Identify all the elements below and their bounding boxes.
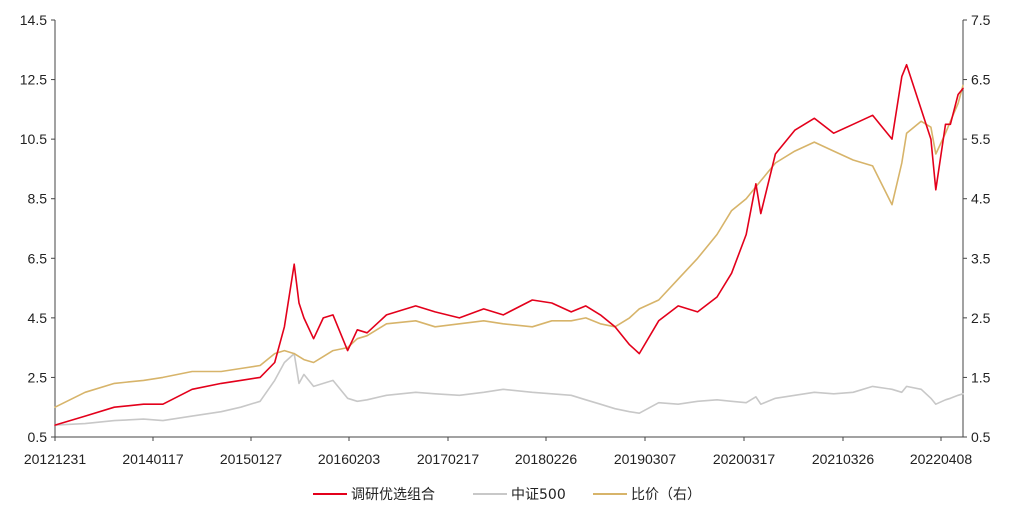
x-tick-label: 20121231 <box>24 451 87 467</box>
legend-label: 比价（右） <box>631 487 701 503</box>
right-y-tick-label: 0.5 <box>971 429 991 445</box>
chart-axes: 0.5 2.5 4.5 6.5 8.5 10.5 12.5 14.5 0.5 1.5 2.5 3.5 4… <box>20 12 991 467</box>
left-y-tick-label: 0.5 <box>28 429 48 445</box>
x-tick-label: 20190307 <box>614 451 677 467</box>
right-y-tick-label: 2.5 <box>971 310 991 326</box>
series-line-2 <box>54 84 964 409</box>
left-y-tick-label: 14.5 <box>20 12 47 28</box>
left-y-tick-label: 8.5 <box>28 191 48 207</box>
right-y-tick-label: 1.5 <box>971 369 991 385</box>
series-line-1 <box>54 352 964 426</box>
x-tick-label: 20160203 <box>318 451 381 467</box>
legend-label: 调研优选组合 <box>351 487 435 503</box>
right-y-tick-label: 7.5 <box>971 12 991 28</box>
left-y-tick-label: 6.5 <box>28 250 48 266</box>
right-y-tick-label: 3.5 <box>971 250 991 266</box>
right-y-tick-label: 5.5 <box>971 131 991 147</box>
left-y-tick-label: 2.5 <box>28 369 48 385</box>
x-tick-label: 20180226 <box>515 451 578 467</box>
x-tick-label: 20150127 <box>220 451 283 467</box>
left-y-tick-label: 4.5 <box>28 310 48 326</box>
x-tick-label: 20170217 <box>417 451 480 467</box>
x-tick-label: 20220408 <box>910 451 973 467</box>
left-y-tick-label: 10.5 <box>20 131 47 147</box>
series-line-0 <box>54 63 964 426</box>
right-y-tick-label: 4.5 <box>971 191 991 207</box>
legend-label: 中证500 <box>511 487 566 503</box>
x-tick-label: 20210326 <box>812 451 875 467</box>
x-tick-label: 20200317 <box>713 451 776 467</box>
x-tick-label: 20140117 <box>122 451 183 467</box>
series-layer <box>54 63 964 426</box>
right-y-tick-label: 6.5 <box>971 72 991 88</box>
chart-legend: 调研优选组合 中证500 比价（右） <box>313 487 701 503</box>
left-y-tick-label: 12.5 <box>20 72 47 88</box>
